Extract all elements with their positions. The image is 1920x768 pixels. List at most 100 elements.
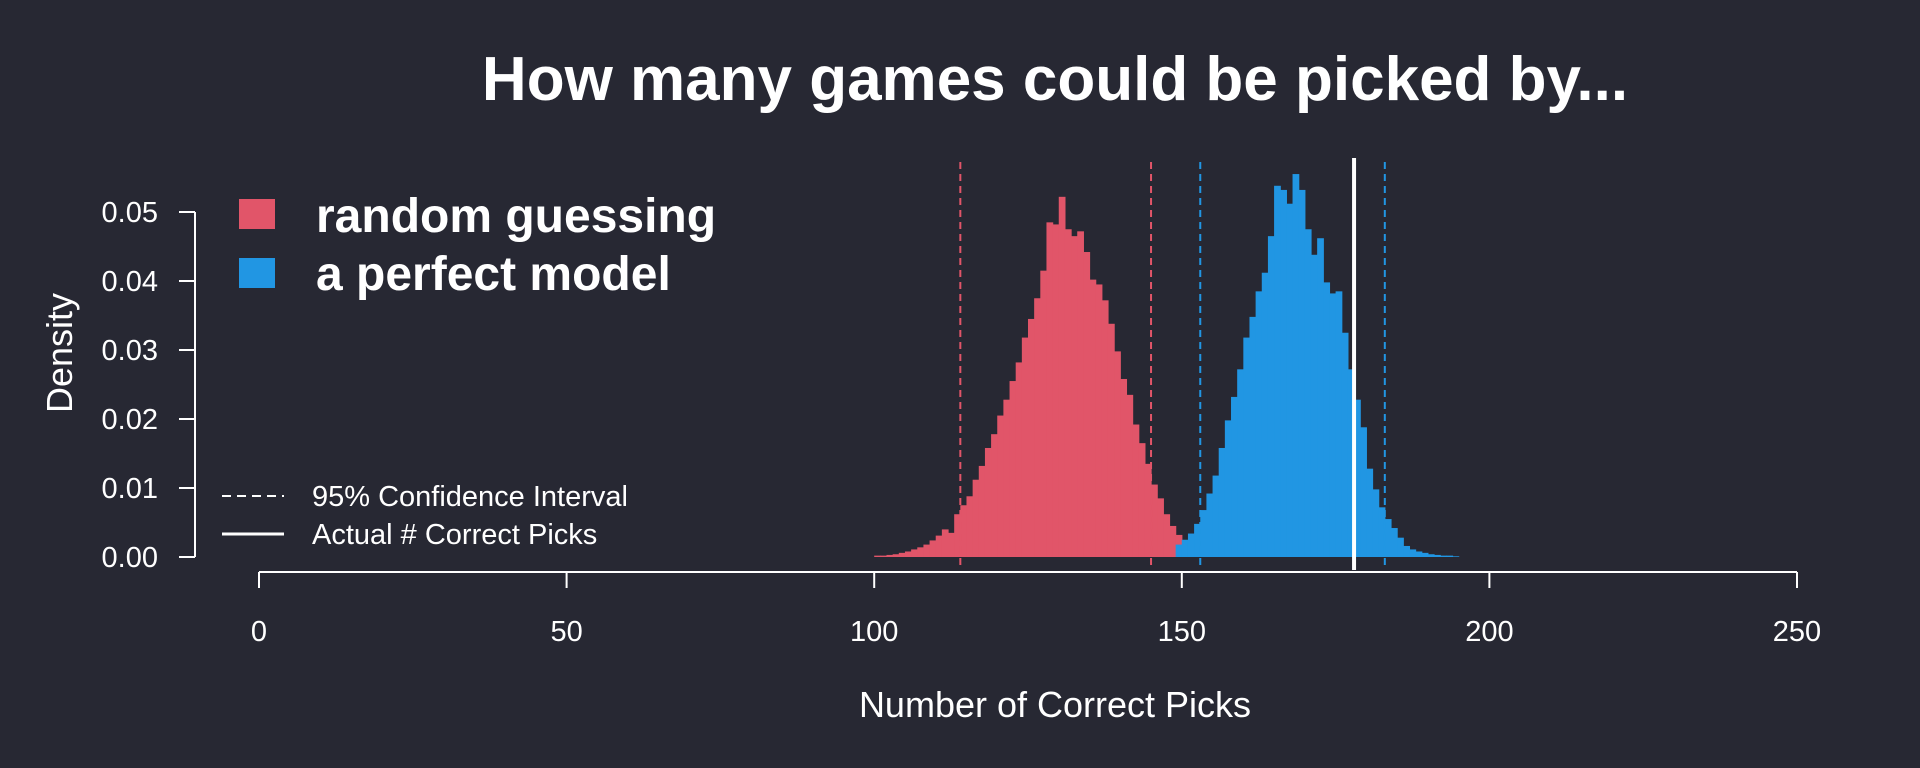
perfect-model-bar	[1218, 447, 1226, 557]
random-guessing-bar	[898, 552, 906, 557]
x-axis-title: Number of Correct Picks	[859, 684, 1251, 725]
random-guessing-bar	[1101, 300, 1109, 557]
perfect-model-bar	[1384, 519, 1392, 557]
random-guessing-bar	[1009, 381, 1017, 557]
x-axis: 0 50 100 150 200 250	[251, 571, 1821, 648]
random-guessing-bar	[1046, 222, 1054, 557]
perfect-model-bar	[1434, 554, 1441, 557]
random-guessing-bar	[1040, 270, 1048, 557]
legend-swatch-perfect-model	[239, 258, 275, 288]
random-guessing-bar	[1015, 362, 1023, 557]
perfect-model-bar	[1403, 545, 1411, 557]
perfect-model-bar	[1366, 468, 1374, 557]
random-guessing-bar	[978, 465, 986, 557]
x-tick-label: 250	[1773, 616, 1821, 648]
perfect-model-bar	[1329, 293, 1337, 557]
y-tick-label: 0.05	[102, 197, 158, 229]
chart-title: How many games could be picked by...	[482, 45, 1628, 114]
random-guessing-bar	[1126, 394, 1134, 557]
legend-label-actual-picks: Actual # Correct Picks	[312, 519, 597, 551]
random-guessing-bar	[1120, 378, 1128, 557]
y-axis: 0.00 0.01 0.02 0.03 0.04 0.05	[102, 197, 196, 574]
perfect-model-bar	[1194, 523, 1201, 557]
perfect-model-bar	[1310, 254, 1318, 557]
random-guessing-bar	[1052, 224, 1060, 558]
perfect-model-bar	[1261, 272, 1269, 557]
perfect-model-bar	[1181, 539, 1189, 557]
x-tick-label: 150	[1158, 616, 1206, 648]
perfect-model-bar	[1341, 332, 1349, 557]
random-guessing-bar	[991, 434, 998, 557]
y-tick-label: 0.01	[102, 473, 158, 505]
random-guessing-bar	[997, 415, 1004, 557]
random-guessing-bar	[1058, 196, 1066, 557]
perfect-model-bar	[1304, 229, 1312, 557]
perfect-model-bar	[1317, 238, 1324, 557]
confidence-interval-lines	[959, 162, 1386, 570]
perfect-model-bar	[1409, 549, 1417, 557]
random-guessing-bar	[1003, 399, 1011, 557]
perfect-model-bar	[1298, 189, 1306, 558]
random-guessing-bar	[1083, 252, 1091, 557]
random-guessing-bar	[1114, 351, 1121, 557]
random-guessing-bar	[1021, 337, 1029, 557]
perfect-model-bar	[1427, 554, 1435, 557]
random-guessing-bar	[886, 554, 894, 557]
random-guessing-bar	[1095, 284, 1103, 557]
random-guessing-bar	[892, 554, 900, 557]
random-guessing-bar	[904, 551, 912, 557]
perfect-model-bar	[1446, 555, 1454, 557]
perfect-model-bar	[1440, 555, 1447, 557]
random-guessing-bar	[1163, 514, 1171, 557]
perfect-model-bar	[1243, 337, 1251, 557]
random-guessing-bar	[1064, 229, 1072, 557]
perfect-model-bar	[1249, 316, 1257, 557]
random-guessing-bar	[1132, 424, 1140, 557]
random-guessing-bar	[1169, 525, 1177, 557]
random-guessing-bar	[972, 479, 980, 557]
random-guessing-bar	[954, 514, 961, 557]
random-guessing-bar	[911, 549, 918, 557]
perfect-model-bar	[1360, 427, 1367, 557]
random-guessing-bar	[960, 505, 968, 557]
random-guessing-bar	[1028, 318, 1035, 557]
random-guessing-bar	[1107, 323, 1115, 557]
perfect-model-bar	[1224, 420, 1232, 557]
random-guessing-bar	[941, 529, 949, 557]
perfect-model-bar	[1286, 203, 1294, 557]
y-tick-label: 0.02	[102, 404, 158, 436]
perfect-model-bar	[1206, 493, 1214, 557]
random-guessing-bar	[1071, 236, 1078, 557]
perfect-model-bar	[1323, 282, 1331, 557]
random-guessing-bar	[917, 547, 925, 557]
perfect-model-bar	[1267, 236, 1275, 557]
pink-histogram	[874, 196, 1232, 558]
x-tick-label: 100	[850, 616, 898, 648]
random-guessing-bar	[1077, 231, 1084, 557]
perfect-model-bar	[1354, 399, 1361, 557]
x-tick-label: 50	[550, 616, 582, 648]
random-guessing-bar	[1144, 463, 1152, 557]
perfect-model-bar	[1372, 489, 1380, 557]
random-guessing-bar	[1157, 498, 1164, 557]
perfect-model-bar	[1187, 533, 1195, 557]
random-guessing-bar	[929, 540, 937, 557]
random-guessing-bar	[984, 447, 992, 557]
perfect-model-bar	[1175, 544, 1183, 557]
legend-label-random-guessing: random guessing	[316, 190, 716, 243]
x-tick-label: 0	[251, 616, 267, 648]
series-legend: random guessing a perfect model	[239, 190, 716, 301]
perfect-model-bar	[1390, 528, 1398, 557]
perfect-model-bar	[1378, 507, 1386, 557]
legend-label-perfect-model: a perfect model	[316, 248, 671, 301]
perfect-model-bar	[1397, 537, 1404, 557]
random-guessing-bar	[1089, 279, 1097, 557]
y-axis-title: Density	[39, 293, 80, 413]
perfect-model-bar	[1200, 510, 1208, 557]
perfect-model-bar	[1452, 556, 1460, 557]
perfect-model-bar	[1255, 291, 1263, 557]
perfect-model-bar	[1415, 551, 1423, 557]
perfect-model-bar	[1231, 396, 1238, 557]
random-guessing-bar	[966, 496, 974, 557]
